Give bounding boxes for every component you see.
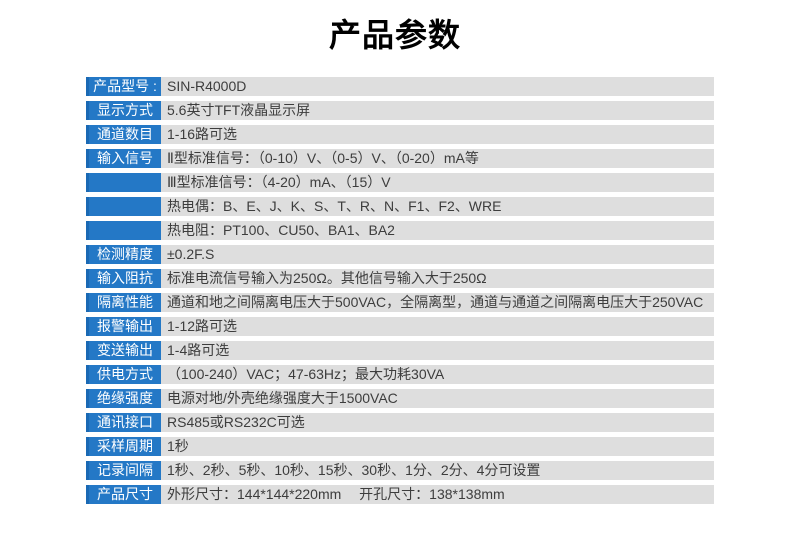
table-row: 热电阻：PT100、CU50、BA1、BA2 xyxy=(86,221,714,240)
table-row: 产品型号 : SIN-R4000D xyxy=(86,77,714,96)
param-label xyxy=(86,221,161,240)
param-value: 通道和地之间隔离电压大于500VAC，全隔离型，通道与通道之间隔离电压大于250… xyxy=(161,293,714,312)
param-value: SIN-R4000D xyxy=(161,77,714,96)
param-value: 外形尺寸：144*144*220mm 开孔尺寸：138*138mm xyxy=(161,485,714,504)
param-value: 1秒、2秒、5秒、10秒、15秒、30秒、1分、2分、4分可设置 xyxy=(161,461,714,480)
param-label: 产品型号 : xyxy=(86,77,161,96)
table-row: 变送输出 1-4路可选 xyxy=(86,341,714,360)
param-value: （100-240）VAC；47-63Hz；最大功耗30VA xyxy=(161,365,714,384)
table-row: 热电偶：B、E、J、K、S、T、R、N、F1、F2、WRE xyxy=(86,197,714,216)
table-row: 记录间隔 1秒、2秒、5秒、10秒、15秒、30秒、1分、2分、4分可设置 xyxy=(86,461,714,480)
param-value: 1秒 xyxy=(161,437,714,456)
param-label: 记录间隔 xyxy=(86,461,161,480)
param-label: 变送输出 xyxy=(86,341,161,360)
table-row: 采样周期 1秒 xyxy=(86,437,714,456)
param-value: 热电阻：PT100、CU50、BA1、BA2 xyxy=(161,221,714,240)
param-label: 输入阻抗 xyxy=(86,269,161,288)
table-row: 供电方式 （100-240）VAC；47-63Hz；最大功耗30VA xyxy=(86,365,714,384)
param-label: 检测精度 xyxy=(86,245,161,264)
param-value: 5.6英寸TFT液晶显示屏 xyxy=(161,101,714,120)
param-label: 隔离性能 xyxy=(86,293,161,312)
param-label: 通讯接口 xyxy=(86,413,161,432)
param-value: 电源对地/外壳绝缘强度大于1500VAC xyxy=(161,389,714,408)
param-value: RS485或RS232C可选 xyxy=(161,413,714,432)
param-value: 1-12路可选 xyxy=(161,317,714,336)
param-label xyxy=(86,173,161,192)
param-value: 1-16路可选 xyxy=(161,125,714,144)
table-row: 报警输出 1-12路可选 xyxy=(86,317,714,336)
table-row: 通道数目 1-16路可选 xyxy=(86,125,714,144)
param-label xyxy=(86,197,161,216)
param-label: 报警输出 xyxy=(86,317,161,336)
param-value: Ⅱ型标准信号：（0-10）V、（0-5）V、（0-20）mA等 xyxy=(161,149,714,168)
table-row: 产品尺寸 外形尺寸：144*144*220mm 开孔尺寸：138*138mm xyxy=(86,485,714,504)
page-title: 产品参数 xyxy=(328,17,461,53)
param-label: 输入信号 xyxy=(86,149,161,168)
param-label: 产品尺寸 xyxy=(86,485,161,504)
table-row: 显示方式 5.6英寸TFT液晶显示屏 xyxy=(86,101,714,120)
table-row: 检测精度 ±0.2F.S xyxy=(86,245,714,264)
table-row: 隔离性能 通道和地之间隔离电压大于500VAC，全隔离型，通道与通道之间隔离电压… xyxy=(86,293,714,312)
param-label: 显示方式 xyxy=(86,101,161,120)
params-table: 产品型号 : SIN-R4000D 显示方式 5.6英寸TFT液晶显示屏 通道数… xyxy=(86,77,714,509)
table-row: Ⅲ型标准信号：（4-20）mA、（15）V xyxy=(86,173,714,192)
param-value: ±0.2F.S xyxy=(161,245,714,264)
param-label: 采样周期 xyxy=(86,437,161,456)
param-value: 标准电流信号输入为250Ω。其他信号输入大于250Ω xyxy=(161,269,714,288)
param-value: Ⅲ型标准信号：（4-20）mA、（15）V xyxy=(161,173,714,192)
param-label: 通道数目 xyxy=(86,125,161,144)
table-row: 绝缘强度 电源对地/外壳绝缘强度大于1500VAC xyxy=(86,389,714,408)
table-row: 输入阻抗 标准电流信号输入为250Ω。其他信号输入大于250Ω xyxy=(86,269,714,288)
param-label: 供电方式 xyxy=(86,365,161,384)
table-row: 通讯接口 RS485或RS232C可选 xyxy=(86,413,714,432)
table-row: 输入信号 Ⅱ型标准信号：（0-10）V、（0-5）V、（0-20）mA等 xyxy=(86,149,714,168)
param-label: 绝缘强度 xyxy=(86,389,161,408)
param-value: 热电偶：B、E、J、K、S、T、R、N、F1、F2、WRE xyxy=(161,197,714,216)
param-value: 1-4路可选 xyxy=(161,341,714,360)
